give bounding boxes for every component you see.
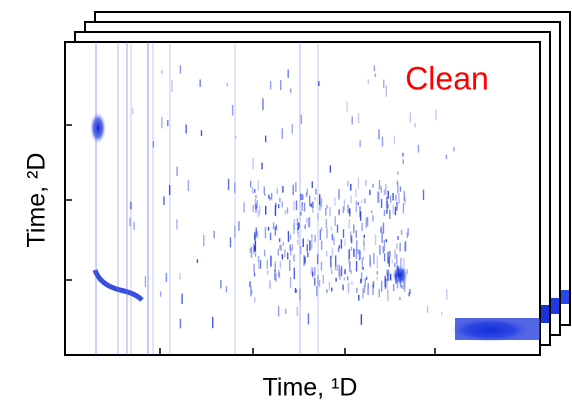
peak [455, 318, 540, 340]
peak-streak [92, 269, 144, 302]
y-axis-label: Time, ²D [23, 153, 51, 248]
ticks [65, 124, 436, 355]
annotation: Clean [405, 60, 489, 96]
chromatogram [90, 42, 540, 355]
peak [90, 112, 106, 144]
x-axis-label: Time, ¹D [263, 374, 358, 402]
label-backdrop [390, 56, 530, 102]
